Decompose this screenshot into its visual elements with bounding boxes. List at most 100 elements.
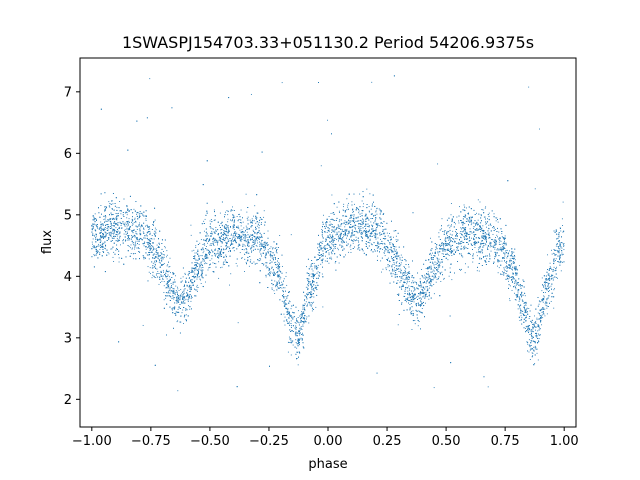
data-point (553, 289, 555, 291)
data-point (392, 250, 394, 252)
data-point (116, 218, 118, 219)
data-point (104, 206, 105, 208)
data-point (391, 266, 393, 268)
data-point (504, 235, 506, 237)
data-point (541, 311, 543, 313)
data-point (495, 237, 496, 238)
data-point (486, 226, 487, 228)
data-point (548, 290, 550, 292)
data-point (174, 281, 176, 283)
data-point (279, 266, 281, 267)
data-point (492, 227, 494, 229)
data-point (334, 247, 336, 249)
data-point (168, 266, 170, 268)
data-point (376, 213, 378, 215)
data-point (239, 229, 241, 231)
data-point (322, 232, 324, 234)
data-point (195, 266, 197, 268)
data-point (412, 281, 414, 283)
data-point (261, 244, 263, 246)
data-point (166, 278, 168, 280)
data-point (497, 221, 499, 223)
data-point (355, 207, 357, 209)
data-point (380, 222, 382, 224)
data-point (487, 386, 489, 388)
data-point (226, 210, 228, 212)
data-point (444, 256, 446, 257)
data-point (358, 212, 360, 214)
data-point (387, 266, 389, 268)
data-point (531, 334, 533, 336)
data-point (460, 220, 462, 222)
data-point (93, 234, 95, 236)
data-point (286, 284, 288, 286)
data-point (160, 265, 162, 267)
data-point (529, 346, 531, 348)
data-point (330, 240, 332, 242)
data-point (290, 341, 292, 343)
data-point (494, 256, 496, 258)
data-point (236, 226, 238, 228)
data-point (273, 283, 274, 285)
data-point (477, 199, 479, 201)
data-point (299, 327, 301, 329)
data-point (183, 296, 185, 297)
data-point (130, 235, 132, 236)
data-point (459, 236, 461, 238)
data-point (310, 305, 312, 307)
data-point (151, 277, 153, 279)
data-point (179, 296, 181, 298)
data-point (430, 267, 432, 269)
data-point (92, 238, 94, 240)
data-point (283, 294, 284, 296)
data-point (259, 251, 261, 253)
data-point (377, 225, 378, 227)
data-point (438, 271, 440, 273)
data-point (322, 306, 324, 308)
data-point (346, 237, 347, 239)
data-point (299, 327, 301, 329)
data-point (107, 229, 109, 231)
data-point (334, 229, 336, 231)
data-point (299, 334, 301, 336)
data-point (108, 239, 110, 240)
data-point (124, 222, 126, 224)
data-point (213, 219, 215, 221)
data-point (423, 287, 425, 289)
data-point (163, 263, 165, 265)
data-point (223, 261, 225, 263)
data-point (449, 267, 451, 269)
data-point (395, 255, 397, 257)
data-point (515, 288, 517, 290)
data-point (450, 240, 452, 242)
data-point (460, 241, 462, 242)
data-point (259, 245, 261, 247)
data-point (350, 251, 352, 253)
data-point (561, 218, 563, 220)
data-point (509, 300, 511, 302)
data-point (246, 237, 248, 238)
data-point (455, 251, 457, 253)
data-point (182, 302, 184, 304)
data-point (126, 212, 128, 214)
data-point (158, 259, 160, 261)
data-point (551, 277, 553, 279)
data-point (446, 235, 448, 237)
data-point (352, 234, 354, 236)
data-point (544, 315, 546, 317)
data-point (430, 269, 432, 270)
data-point (334, 231, 336, 233)
data-point (220, 249, 222, 251)
data-point (243, 227, 245, 229)
data-point (455, 232, 457, 234)
data-point (100, 205, 102, 206)
data-point (217, 244, 218, 246)
data-point (303, 300, 305, 302)
data-point (494, 228, 496, 230)
data-point (386, 232, 388, 234)
data-point (405, 301, 407, 303)
data-point (351, 234, 353, 236)
data-point (410, 303, 412, 304)
data-point (302, 342, 304, 344)
data-point (484, 243, 486, 245)
